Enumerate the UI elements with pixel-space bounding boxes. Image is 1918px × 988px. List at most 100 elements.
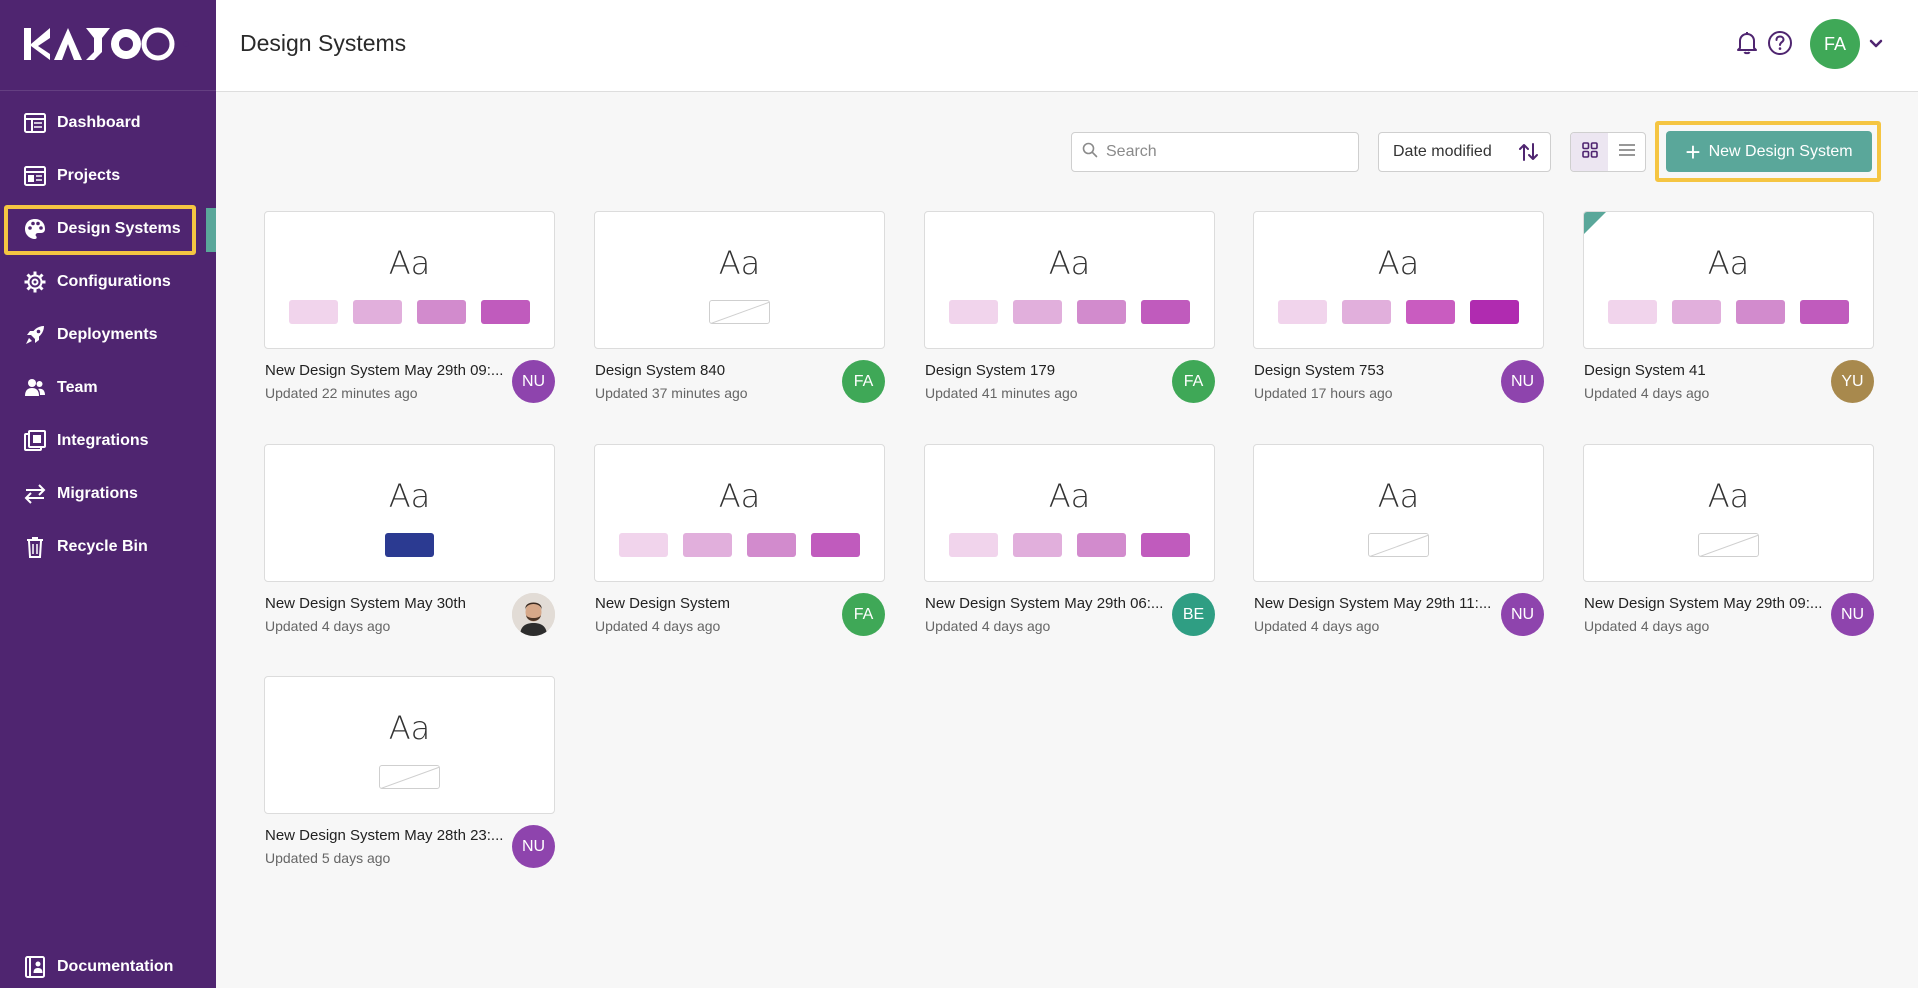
design-system-preview[interactable]: Aa [924,444,1215,582]
sidebar-item-configurations[interactable]: Configurations [0,255,216,308]
color-swatch [289,300,338,324]
color-swatch [1470,300,1519,324]
updated-timestamp: Updated 5 days ago [265,850,391,866]
user-avatar: NU [1501,360,1544,403]
integrations-icon [23,429,47,453]
search-input[interactable] [1106,143,1346,161]
design-system-card[interactable]: Aa New Design System May 29th 09:... Updat… [1583,444,1874,636]
sidebar-item-integrations[interactable]: Integrations [0,414,216,467]
design-system-preview[interactable]: Aa [1253,444,1544,582]
color-swatch [1278,300,1327,324]
design-system-name[interactable]: New Design System [595,595,731,612]
kajoo-logo[interactable] [22,24,192,64]
design-system-name[interactable]: New Design System May 28th 23:... [265,827,504,844]
design-system-card[interactable]: Aa Design System 41 Updated 4 days ago YU [1583,211,1874,403]
design-system-name[interactable]: Design System 753 [1254,362,1385,379]
color-swatch [353,300,402,324]
user-avatar: FA [1172,360,1215,403]
sidebar-item-label: Deployments [57,325,158,343]
color-swatch [1406,300,1455,324]
search-field[interactable] [1071,132,1359,172]
sidebar-item-label: Dashboard [57,113,141,131]
design-system-preview[interactable]: Aa [1583,444,1874,582]
user-photo-avatar [512,593,555,636]
grid-view-button[interactable] [1571,133,1608,171]
color-swatches [925,533,1214,557]
sidebar-item-migrations[interactable]: Migrations [0,467,216,520]
sidebar-item-label: Documentation [57,957,174,975]
sidebar-item-documentation[interactable]: Documentation [0,940,216,988]
color-swatches [1254,533,1543,557]
documentation-icon [23,955,47,979]
design-system-name[interactable]: New Design System May 30th [265,595,466,612]
plus-icon: + [1685,136,1701,167]
updated-timestamp: Updated 4 days ago [1584,618,1710,634]
sidebar-item-recycle-bin[interactable]: Recycle Bin [0,520,216,573]
palette-icon [23,217,47,241]
updated-timestamp: Updated 4 days ago [595,618,721,634]
sidebar-item-deployments[interactable]: Deployments [0,308,216,361]
design-system-name[interactable]: New Design System May 29th 11:... [1254,595,1492,612]
design-system-name[interactable]: New Design System May 29th 09:... [1584,595,1823,612]
color-swatch [683,533,732,557]
migrations-icon [23,482,47,506]
color-swatch [1077,533,1126,557]
design-system-preview[interactable]: Aa [1253,211,1544,349]
sidebar-item-label: Recycle Bin [57,537,148,555]
sidebar-item-label: Configurations [57,272,171,290]
color-swatches [1584,300,1873,324]
sidebar-item-design-systems[interactable]: Design Systems [0,202,216,255]
design-system-name[interactable]: New Design System May 29th 09:... [265,362,504,379]
user-avatar[interactable]: FA [1810,19,1860,69]
new-design-system-button[interactable]: + New Design System [1666,131,1872,172]
corner-badge [1584,212,1606,234]
help-icon[interactable] [1767,30,1793,56]
color-swatches [925,300,1214,324]
sort-order-icon[interactable] [1518,142,1540,167]
design-system-preview[interactable]: Aa [264,211,555,349]
color-swatch [481,300,530,324]
design-system-card[interactable]: Aa New Design System May 29th 09:... Updat… [264,211,555,403]
design-system-name[interactable]: Design System 41 [1584,362,1706,379]
typography-sample: Aa [388,477,431,515]
design-system-card[interactable]: Aa New Design System Updated 4 days ago FA [594,444,885,636]
color-swatch [1736,300,1785,324]
design-system-preview[interactable]: Aa [924,211,1215,349]
typography-sample: Aa [718,477,761,515]
active-indicator [206,208,216,252]
design-system-preview[interactable]: Aa [264,444,555,582]
search-icon [1082,142,1098,163]
page-title: Design Systems [240,30,407,56]
list-view-button[interactable] [1608,133,1645,171]
sidebar-item-dashboard[interactable]: Dashboard [0,96,216,149]
chevron-down-icon[interactable] [1869,36,1883,54]
design-system-name[interactable]: Design System 179 [925,362,1056,379]
design-system-card[interactable]: Aa New Design System May 30th Updated 4 da… [264,444,555,636]
design-system-card[interactable]: Aa New Design System May 28th 23:... Updat… [264,676,555,868]
user-avatar: FA [842,593,885,636]
design-system-preview[interactable]: Aa [594,444,885,582]
design-system-card[interactable]: Aa Design System 840 Updated 37 minutes ag… [594,211,885,403]
empty-swatch-placeholder [379,765,440,789]
design-system-card[interactable]: Aa Design System 179 Updated 41 minutes ag… [924,211,1215,403]
trash-icon [23,535,47,559]
color-swatch [747,533,796,557]
color-swatches [265,765,554,789]
design-system-preview[interactable]: Aa [264,676,555,814]
design-system-card[interactable]: Aa New Design System May 29th 11:... Updat… [1253,444,1544,636]
design-system-card[interactable]: Aa New Design System May 29th 06:... Updat… [924,444,1215,636]
design-system-preview[interactable]: Aa [1583,211,1874,349]
color-swatch [417,300,466,324]
design-system-card[interactable]: Aa Design System 753 Updated 17 hours ago N… [1253,211,1544,403]
sidebar-item-projects[interactable]: Projects [0,149,216,202]
updated-timestamp: Updated 22 minutes ago [265,385,418,401]
color-swatch [619,533,668,557]
design-system-name[interactable]: New Design System May 29th 06:... [925,595,1164,612]
typography-sample: Aa [388,244,431,282]
user-avatar: BE [1172,593,1215,636]
bell-icon[interactable] [1734,30,1760,56]
sort-dropdown[interactable]: Date modified [1378,132,1551,172]
design-system-name[interactable]: Design System 840 [595,362,726,379]
sidebar-item-team[interactable]: Team [0,361,216,414]
design-system-preview[interactable]: Aa [594,211,885,349]
